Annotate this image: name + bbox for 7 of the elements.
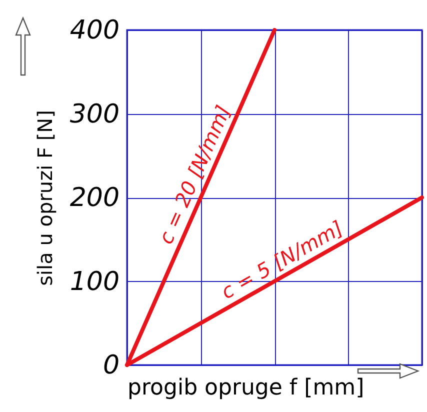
x-axis-title: progib opruge f [mm] — [128, 376, 364, 400]
y-tick-label: 300 — [70, 99, 120, 130]
y-tick-label: 100 — [70, 266, 120, 297]
y-axis-title: sila u opruzi F [N] — [32, 110, 57, 286]
y-tick-label: 0 — [102, 350, 120, 380]
y-tick-label: 400 — [70, 16, 120, 46]
y-tick-label: 200 — [70, 183, 120, 213]
